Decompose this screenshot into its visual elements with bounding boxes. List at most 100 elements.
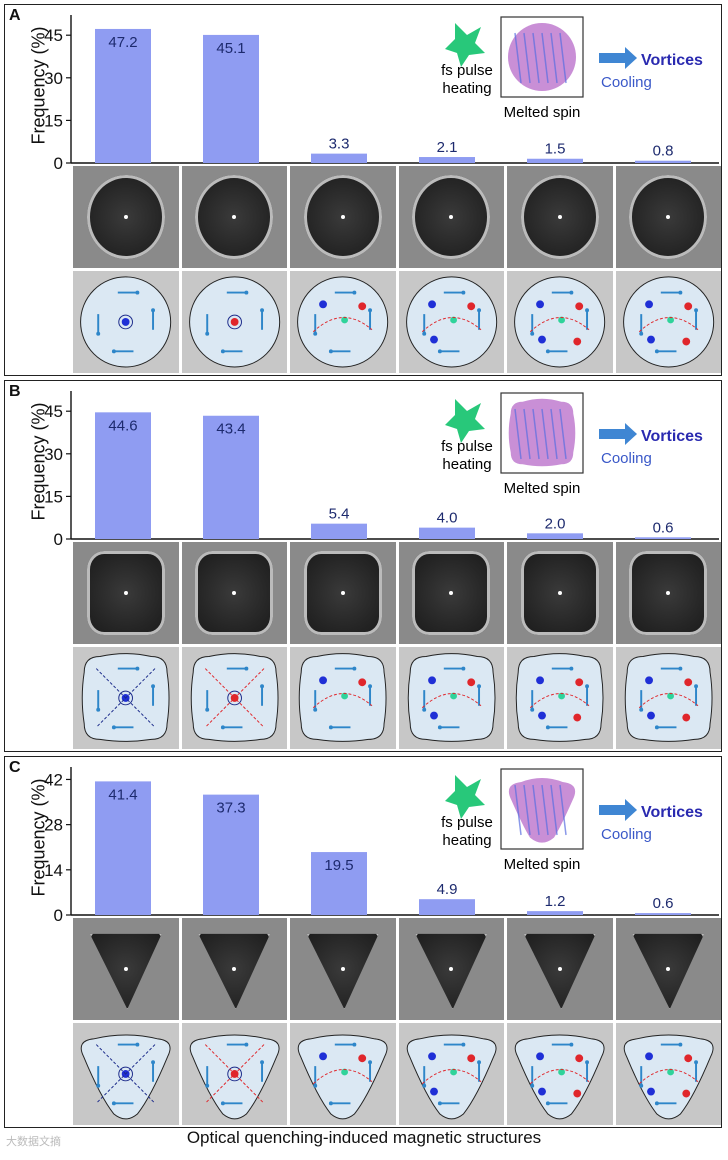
vortex-core	[573, 337, 582, 346]
vortex-core	[429, 1087, 438, 1096]
vortex-core	[429, 711, 438, 720]
melted-spin-stripe	[523, 784, 531, 836]
melted-spin-stripe	[532, 784, 540, 836]
spin-diagram-cell	[290, 647, 396, 749]
spin-texture-diagram	[407, 653, 496, 742]
spin-arrow-head	[693, 684, 698, 689]
bar-value-label: 43.4	[216, 421, 245, 438]
laser-splash-icon	[445, 399, 485, 443]
vortex-core	[230, 318, 239, 326]
spin-arrow-head	[368, 684, 373, 689]
spin-arrow-head	[96, 1083, 101, 1088]
spin-diagram-cell	[507, 271, 613, 373]
spin-arrow-head	[204, 331, 209, 336]
spin-diagram-row	[73, 647, 721, 749]
vortex-core	[319, 1052, 328, 1061]
tem-sample	[86, 175, 165, 259]
domain-wall	[530, 1069, 590, 1085]
vortices-label: Vortices	[641, 428, 703, 445]
heating-label-line2: heating	[442, 456, 491, 473]
melted-spin-stripe	[559, 784, 567, 836]
process-inset: fs pulse heating Melted spin Vortices Coolin…	[425, 389, 719, 499]
bar-value-label: 0.6	[653, 519, 674, 536]
spin-texture-diagram	[624, 653, 713, 742]
tem-image	[507, 542, 613, 644]
vortex-ring	[118, 314, 134, 330]
vortices-label: Vortices	[641, 52, 703, 69]
vortex-core	[427, 300, 436, 309]
bar-value-label: 2.0	[545, 515, 566, 532]
spin-arrow-head	[421, 1083, 426, 1088]
domain-wall	[421, 317, 481, 333]
vortex-core	[646, 711, 655, 720]
sample-outline	[297, 1034, 388, 1120]
antivortex-core	[558, 1068, 566, 1076]
spin-arrow-head	[368, 308, 373, 313]
bar	[527, 911, 583, 915]
spin-diagram-cell	[181, 271, 287, 373]
spin-arrow-head	[421, 331, 426, 336]
bar-value-label: 4.9	[437, 881, 458, 898]
bar-value-label: 2.1	[437, 139, 458, 156]
heating-label-line2: heating	[442, 80, 491, 97]
domain-wall	[204, 668, 264, 728]
spin-arrow-head	[220, 349, 225, 354]
bar-value-label: 1.2	[545, 893, 566, 910]
vortex-core	[536, 300, 545, 309]
spin-arrow-head	[259, 308, 264, 313]
spin-arrow-head	[352, 290, 357, 295]
spin-arrow-head	[638, 707, 643, 712]
figure-caption: Optical quenching-induced magnetic struc…	[186, 1128, 542, 1147]
bar	[635, 160, 691, 163]
melted-spin-stripe	[541, 32, 549, 84]
melted-spin-stripe	[514, 408, 522, 460]
spin-arrow-head	[530, 1083, 535, 1088]
spin-arrow-head	[151, 684, 156, 689]
tem-sample	[303, 551, 382, 635]
vortex-core	[644, 300, 653, 309]
spin-arrow-head	[244, 1042, 248, 1047]
antivortex-core	[341, 692, 349, 700]
spin-diagram-cell	[615, 271, 721, 373]
vortex-core	[646, 335, 655, 344]
tem-sample	[632, 933, 705, 1010]
spin-arrow-head	[569, 290, 574, 295]
spin-arrow-head	[437, 725, 442, 730]
y-tick-label: 14	[44, 861, 63, 880]
domain-wall	[638, 317, 698, 333]
spin-texture-diagram	[81, 653, 170, 742]
tem-image	[290, 918, 396, 1020]
cooling-arrow-head	[625, 47, 637, 69]
spin-texture-diagram	[514, 1034, 605, 1120]
bar-value-label: 19.5	[324, 857, 353, 874]
tem-image	[73, 166, 179, 268]
tem-image	[507, 166, 613, 268]
spin-arrow-head	[654, 349, 659, 354]
spin-diagram-cell	[398, 647, 504, 749]
spin-arrow-head	[352, 666, 357, 671]
tem-image-row	[73, 918, 721, 1020]
spin-arrow-head	[678, 666, 682, 671]
spin-arrow-head	[368, 1060, 373, 1065]
domain-wall	[96, 668, 156, 728]
spin-arrow-head	[313, 707, 318, 712]
y-tick-label: 15	[44, 487, 63, 506]
spin-arrow-head	[352, 1042, 357, 1047]
antivortex-core	[666, 316, 674, 324]
sample-outline	[514, 1034, 605, 1120]
melted-spin-stripe	[550, 784, 558, 836]
y-axis-label: Frequency (%)	[28, 26, 49, 145]
spin-arrow-head	[313, 331, 318, 336]
spin-arrow-head	[151, 1060, 156, 1065]
tem-image-row	[73, 166, 721, 268]
spin-arrow-head	[151, 308, 156, 313]
antivortex-core	[666, 692, 674, 700]
spin-arrow-head	[476, 684, 481, 689]
tem-image	[73, 542, 179, 644]
melted-spin-stripe	[532, 408, 540, 460]
domain-wall	[421, 693, 481, 709]
spin-texture-diagram	[188, 276, 280, 368]
bar-value-label: 3.3	[329, 136, 350, 153]
bar	[95, 412, 151, 539]
